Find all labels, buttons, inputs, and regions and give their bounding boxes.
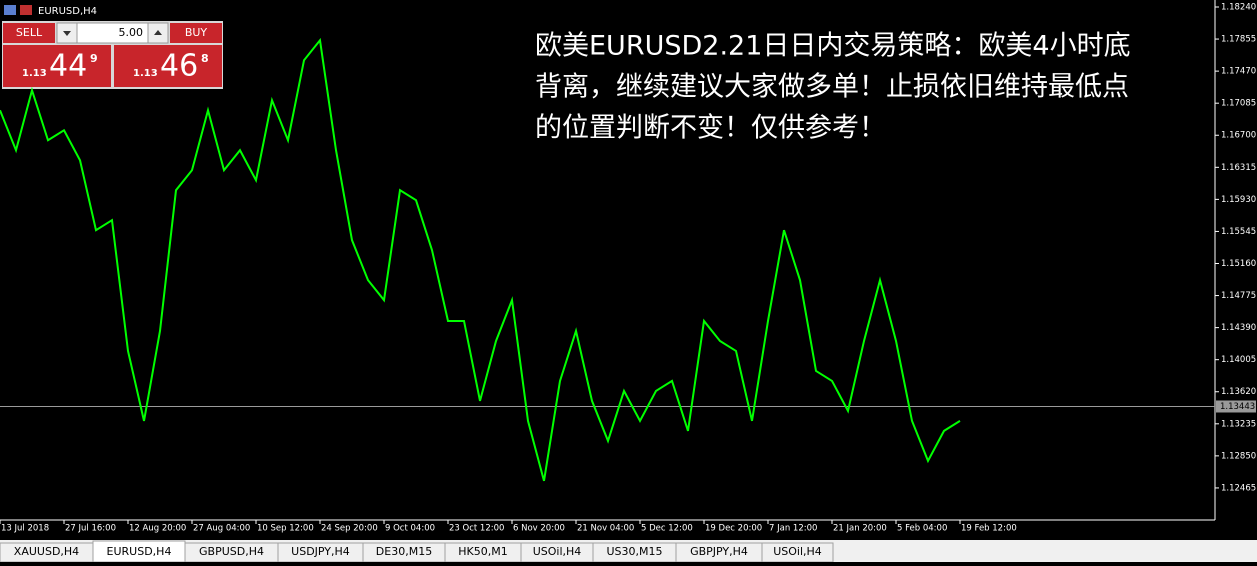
annotation: 欧美EURUSD2.21日日内交易策略：欧美4小时底背离，继续建议大家做多单！止… bbox=[535, 31, 1131, 144]
y-tick-label: 1.12850 bbox=[1221, 451, 1256, 461]
arrow-down bbox=[63, 31, 71, 36]
annotation-line: 欧美EURUSD2.21日日内交易策略：欧美4小时底 bbox=[535, 31, 1131, 62]
buy-price-box[interactable] bbox=[114, 45, 222, 87]
tab-label: USOil,H4 bbox=[773, 545, 822, 558]
tab[interactable]: USDJPY,H4 bbox=[277, 542, 364, 563]
x-tick-label: 5 Feb 04:00 bbox=[897, 524, 947, 534]
arrow-up bbox=[154, 30, 162, 35]
y-tick-label: 1.18240 bbox=[1221, 2, 1256, 12]
tab-label: EURUSD,H4 bbox=[107, 545, 172, 558]
window-icon bbox=[4, 5, 16, 15]
tab[interactable]: US30,M15 bbox=[592, 542, 677, 563]
y-tick-label: 1.12465 bbox=[1221, 483, 1256, 493]
x-tick-label: 12 Aug 20:00 bbox=[129, 524, 186, 534]
y-tick-label: 1.14775 bbox=[1221, 291, 1256, 301]
flag-icon bbox=[20, 5, 32, 15]
y-tick-label: 1.14390 bbox=[1221, 323, 1256, 333]
tab[interactable]: GBPJPY,H4 bbox=[675, 542, 763, 563]
y-tick-label: 1.16315 bbox=[1221, 163, 1256, 173]
y-tick-label: 1.17470 bbox=[1221, 67, 1256, 77]
buy-label: BUY bbox=[185, 26, 208, 39]
current-price-box bbox=[1216, 400, 1256, 413]
current-price-label: 1.13443 bbox=[1220, 402, 1255, 412]
price-line bbox=[0, 37, 961, 482]
buy-price-small: 8 bbox=[201, 52, 209, 65]
x-tick-label: 23 Oct 12:00 bbox=[449, 524, 504, 534]
sell-label: SELL bbox=[16, 26, 43, 39]
sell-price-small: 9 bbox=[90, 52, 98, 65]
tab-label: HK50,M1 bbox=[458, 545, 507, 558]
tab[interactable]: XAUUSD,H4 bbox=[0, 542, 94, 563]
y-tick-label: 1.13620 bbox=[1221, 387, 1256, 397]
y-tick-label: 1.17855 bbox=[1221, 35, 1256, 45]
x-tick-label: 9 Oct 04:00 bbox=[385, 524, 435, 534]
x-tick-label: 13 Jul 2018 bbox=[1, 524, 49, 534]
x-tick-label: 19 Dec 20:00 bbox=[705, 524, 762, 534]
annotation-line: 背离，继续建议大家做多单！止损依旧维持最低点 bbox=[535, 72, 1129, 103]
x-tick-label: 21 Jan 20:00 bbox=[833, 524, 887, 534]
sell-price-prefix: 1.13 bbox=[22, 68, 47, 79]
x-tick-label: 21 Nov 04:00 bbox=[577, 524, 634, 534]
buy-price-prefix: 1.13 bbox=[133, 68, 158, 79]
y-tick-label: 1.14005 bbox=[1221, 355, 1256, 365]
x-tick-label: 5 Dec 12:00 bbox=[641, 524, 693, 534]
symbol-title: EURUSD,H4 bbox=[38, 6, 97, 17]
tab-label: GBPJPY,H4 bbox=[690, 545, 748, 558]
tab-label: GBPUSD,H4 bbox=[199, 545, 264, 558]
tab-label: US30,M15 bbox=[606, 545, 662, 558]
x-tick-label: 24 Sep 20:00 bbox=[321, 524, 378, 534]
y-tick-label: 1.15545 bbox=[1221, 227, 1256, 237]
tab[interactable]: EURUSD,H4 bbox=[92, 540, 186, 563]
x-tick-label: 10 Sep 12:00 bbox=[257, 524, 314, 534]
tab-label: USOil,H4 bbox=[533, 545, 582, 558]
tab[interactable]: DE30,M15 bbox=[362, 542, 446, 563]
y-tick-label: 1.15160 bbox=[1221, 259, 1256, 269]
y-tick-label: 1.13235 bbox=[1221, 419, 1256, 429]
annotation-line: 的位置判断不变！仅供参考！ bbox=[535, 113, 886, 144]
lots-value: 5.00 bbox=[119, 26, 144, 39]
x-tick-label: 27 Aug 04:00 bbox=[193, 524, 250, 534]
x-tick-label: 6 Nov 20:00 bbox=[513, 524, 565, 534]
x-tick-label: 27 Jul 16:00 bbox=[65, 524, 116, 534]
x-tick-label: 19 Feb 12:00 bbox=[961, 524, 1017, 534]
y-tick-label: 1.16700 bbox=[1221, 131, 1256, 141]
buy-button[interactable] bbox=[170, 23, 222, 43]
y-tick-label: 1.17085 bbox=[1221, 99, 1256, 109]
tabs: XAUUSD,H4 EURUSD,H4 GBPUSD,H4 USDJPY,H4 DE30… bbox=[0, 540, 834, 563]
sell-price-big: 44 bbox=[49, 49, 87, 84]
tab[interactable]: HK50,M1 bbox=[444, 542, 522, 563]
tab-label: XAUUSD,H4 bbox=[14, 545, 79, 558]
tab[interactable]: USOil,H4 bbox=[520, 542, 594, 563]
buy-price-big: 46 bbox=[160, 49, 198, 84]
tab[interactable]: USOil,H4 bbox=[761, 542, 834, 563]
sell-button[interactable] bbox=[3, 23, 55, 43]
sell-price-box[interactable] bbox=[3, 45, 111, 87]
x-tick-label: 7 Jan 12:00 bbox=[769, 524, 817, 534]
tab[interactable]: GBPUSD,H4 bbox=[184, 542, 279, 563]
y-tick-label: 1.15930 bbox=[1221, 195, 1256, 205]
tab-label: USDJPY,H4 bbox=[291, 545, 350, 558]
tab-label: DE30,M15 bbox=[376, 545, 432, 558]
